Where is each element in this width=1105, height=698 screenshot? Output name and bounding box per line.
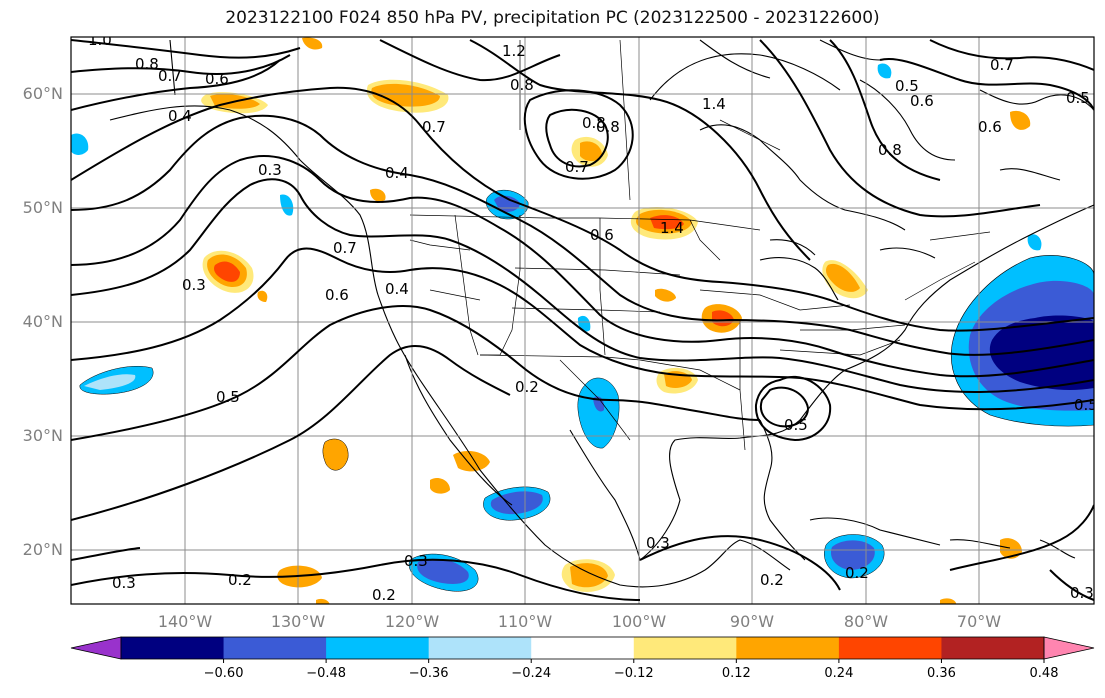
colorbar-tick-label: −0.48 — [306, 666, 346, 681]
contour-label: 1.2 — [502, 42, 526, 60]
contour-label: 0.3 — [182, 276, 206, 294]
colorbar-segment — [428, 637, 532, 659]
contour-label: 0.7 — [565, 158, 589, 176]
colorbar-tick-label: −0.60 — [204, 666, 244, 681]
latitude-labels: 60°N 50°N 40°N 30°N 20°N — [23, 84, 63, 559]
contour-label: 0.2 — [845, 564, 869, 582]
lat-label: 20°N — [23, 540, 63, 559]
contour-label: 0.3 — [258, 161, 282, 179]
contour-label: 0.4 — [385, 164, 409, 182]
graticule — [71, 37, 1094, 604]
contour-label: 0.2 — [515, 378, 539, 396]
colorbar-tick-label: −0.24 — [511, 666, 551, 681]
colorbar-segment — [736, 637, 840, 659]
colorbar-tick-label: 0.12 — [722, 666, 751, 681]
contour-label: 0.8 — [878, 141, 902, 159]
contour-label: 0.5 — [784, 416, 808, 434]
contour-label: 0.6 — [978, 118, 1002, 136]
contour-label: 0.2 — [228, 571, 252, 589]
contour-label: 0.6 — [205, 70, 229, 88]
lon-label: 120°W — [385, 612, 440, 631]
contour-label: 0.6 — [910, 92, 934, 110]
lon-label: 130°W — [271, 612, 326, 631]
contour-label: 0.7 — [333, 239, 357, 257]
contour-label: 0.8 — [510, 76, 534, 94]
contour-label: 1.4 — [702, 95, 726, 113]
contour-label: 0.7 — [990, 56, 1014, 74]
contour-label: 0.5 — [1074, 396, 1098, 414]
lon-label: 80°W — [844, 612, 888, 631]
contour-label: 0.3 — [112, 574, 136, 592]
contour-label: 0.2 — [760, 571, 784, 589]
colorbar-segment — [838, 637, 942, 659]
lat-label: 60°N — [23, 84, 63, 103]
contour-label: 0.7 — [422, 118, 446, 136]
contour-label: 0.3 — [404, 552, 428, 570]
contour-label: 0.8 — [596, 118, 620, 136]
colorbar-segment — [223, 637, 327, 659]
contour-label: 0.8 — [582, 114, 606, 132]
contour-label: 0.4 — [168, 107, 192, 125]
map-frame — [70, 36, 1095, 605]
colorbar-segment — [941, 637, 1045, 659]
contour-label: 0.3 — [646, 534, 670, 552]
lat-label: 40°N — [23, 312, 63, 331]
contour-label: 0.5 — [216, 388, 240, 406]
colorbar-tick-label: 0.48 — [1030, 666, 1059, 681]
colorbar-segment — [326, 637, 430, 659]
contour-label: 0.8 — [135, 55, 159, 73]
colorbar: −0.60 −0.48 −0.36 −0.24 −0.12 0.12 0.24 0.36 0.4… — [70, 636, 1095, 681]
contour-label: 0.6 — [590, 226, 614, 244]
colorbar-segment — [531, 637, 635, 659]
contour-label: 1.0 — [88, 31, 112, 49]
contour-label: 0.4 — [385, 280, 409, 298]
colorbar-tick-label: 0.24 — [824, 666, 853, 681]
colorbar-extend-high — [1043, 636, 1095, 660]
contour-label: 0.3 — [1070, 584, 1094, 602]
lon-label: 70°W — [957, 612, 1001, 631]
lat-label: 50°N — [23, 198, 63, 217]
colorbar-frame — [120, 636, 1045, 660]
colorbar-tick-label: −0.36 — [409, 666, 449, 681]
political-borders — [409, 39, 991, 451]
pv-contours — [71, 39, 1094, 601]
contour-label: 0.7 — [158, 67, 182, 85]
contour-label: 1.4 — [660, 219, 684, 237]
lat-label: 30°N — [23, 426, 63, 445]
colorbar-tick-label: −0.12 — [614, 666, 654, 681]
contour-label: 0.2 — [372, 586, 396, 604]
lon-label: 100°W — [612, 612, 667, 631]
colorbar-extend-low — [70, 636, 122, 660]
colorbar-segment — [121, 637, 225, 659]
lon-label: 140°W — [158, 612, 213, 631]
colorbar-segment — [633, 637, 737, 659]
lon-label: 110°W — [498, 612, 553, 631]
contour-label: 0.5 — [895, 77, 919, 95]
colorbar-tick-label: 0.36 — [927, 666, 956, 681]
lon-label: 90°W — [730, 612, 774, 631]
longitude-labels: 140°W 130°W 120°W 110°W 100°W 90°W 80°W … — [158, 612, 1001, 631]
contour-labels: 1.0 0.8 0.7 0.6 0.4 1.2 0.8 1.4 0.5 0.6 … — [88, 31, 1098, 604]
map-title: 2023122100 F024 850 hPa PV, precipitatio… — [225, 8, 880, 28]
contour-label: 0.5 — [1066, 89, 1090, 107]
contour-label: 0.6 — [325, 286, 349, 304]
coastlines — [109, 39, 1094, 588]
